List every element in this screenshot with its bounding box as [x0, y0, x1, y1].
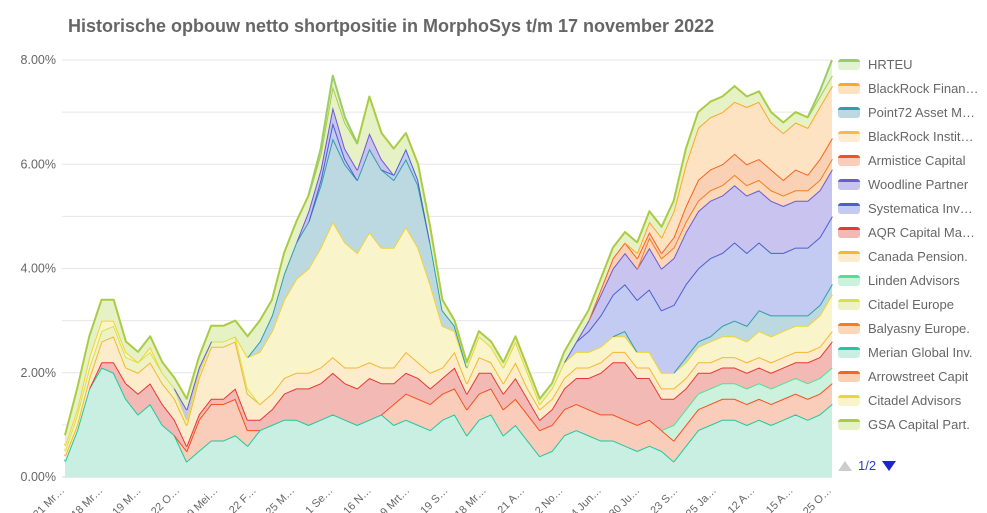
legend-swatch-icon [838, 274, 860, 286]
x-axis-label: 21 A… [495, 485, 527, 513]
legend-item-label: Linden Advisors [868, 272, 960, 288]
legend-item-label: AQR Capital Ma… [868, 224, 975, 240]
x-axis-label: 4 Jun… [569, 485, 604, 513]
legend-item-label: Arrowstreet Capit [868, 368, 969, 384]
legend-swatch-icon [838, 106, 860, 118]
legend-swatch-icon [838, 370, 860, 382]
x-axis-label: 2 No… [533, 485, 566, 513]
series-line-hrteu [307, 59, 833, 196]
chart-title: Historische opbouw netto shortpositie in… [68, 16, 715, 36]
legend-item-label: BlackRock Finan… [868, 80, 979, 96]
legend-item-label: BlackRock Instit… [868, 128, 974, 144]
x-axis-label: 12 A… [726, 485, 758, 513]
series-area-blackrock-finan- [65, 86, 832, 446]
y-axis-label: 0.00% [21, 470, 56, 484]
legend: HRTEU BlackRock Finan… Point72 Asset M… Bla… [838, 56, 986, 432]
x-axis-label: 25 O… [801, 485, 834, 513]
legend-item-label: Citadel Europe [868, 296, 954, 312]
x-axis-label: 23 S… [648, 485, 680, 513]
x-axis-label: 9 Mrt… [378, 485, 412, 513]
legend-swatch-icon [838, 58, 860, 70]
x-axis-label: 21 Mr… [31, 485, 67, 513]
legend-item-label: Citadel Advisors [868, 392, 962, 408]
legend-item[interactable]: HRTEU [838, 56, 986, 72]
legend-item-label: Balyasny Europe. [868, 320, 970, 336]
series-area-aqr-capital-ma- [65, 341, 832, 462]
x-axis-label: 22 O… [149, 485, 182, 513]
series-area-woodline-partner [65, 106, 832, 446]
legend-swatch-icon [838, 154, 860, 166]
legend-item[interactable]: Arrowstreet Capit [838, 368, 986, 384]
legend-item[interactable]: Point72 Asset M… [838, 104, 986, 120]
legend-item[interactable]: BlackRock Finan… [838, 80, 986, 96]
legend-swatch-icon [838, 322, 860, 334]
legend-swatch-icon [838, 250, 860, 262]
x-axis-label: 30 Ju… [607, 485, 642, 513]
legend-item[interactable]: BlackRock Instit… [838, 128, 986, 144]
legend-swatch-icon [838, 178, 860, 190]
legend-swatch-icon [838, 346, 860, 358]
y-axis-label: 4.00% [21, 262, 56, 276]
series-area-canada-pension- [65, 331, 832, 462]
legend-page-up-icon[interactable] [838, 460, 852, 471]
series-line-gsa-capital-part- [64, 75, 833, 436]
legend-page-label: 1/2 [858, 458, 877, 473]
x-axis-label: 22 F… [227, 485, 259, 513]
legend-swatch-icon [838, 202, 860, 214]
legend-item[interactable]: Armistice Capital [838, 152, 986, 168]
series-area-citadel-advisors [65, 221, 832, 451]
legend-item-label: Point72 Asset M… [868, 104, 975, 120]
x-axis-label: 19 M… [110, 485, 144, 513]
legend-item-label: Systematica Inv… [868, 200, 973, 216]
legend-item-label: Canada Pension. [868, 248, 968, 264]
legend-item[interactable]: GSA Capital Part. [838, 416, 986, 432]
legend-item[interactable]: AQR Capital Ma… [838, 224, 986, 240]
legend-page-down-icon[interactable] [882, 460, 897, 471]
y-axis-label: 8.00% [21, 53, 56, 67]
legend-swatch-icon [838, 298, 860, 310]
x-axis-label: 9 Mei… [185, 485, 220, 513]
legend-item-label: Woodline Partner [868, 176, 969, 192]
legend-item[interactable]: Canada Pension. [838, 248, 986, 264]
legend-swatch-icon [838, 418, 860, 430]
legend-swatch-icon [838, 130, 860, 142]
legend-item[interactable]: Linden Advisors [838, 272, 986, 288]
x-axis-label: 18 Mr… [453, 485, 489, 513]
y-axis-label: 2.00% [21, 366, 56, 380]
legend-pagination: 1/2 [838, 458, 897, 473]
x-axis-label: 19 S… [418, 485, 450, 513]
legend-item[interactable]: Citadel Europe [838, 296, 986, 312]
legend-item[interactable]: Woodline Partner [838, 176, 986, 192]
legend-item[interactable]: Citadel Advisors [838, 392, 986, 408]
x-axis-label: 18 Mr… [69, 485, 105, 513]
legend-item-label: Armistice Capital [868, 152, 966, 168]
x-axis-label: 1 Se… [303, 485, 335, 513]
legend-swatch-icon [838, 226, 860, 238]
legend-item[interactable]: Systematica Inv… [838, 200, 986, 216]
series-line-blackrock-finan- [624, 85, 833, 254]
y-axis-label: 6.00% [21, 157, 56, 171]
legend-item-label: HRTEU [868, 56, 913, 72]
series-area-armistice-capital [65, 367, 832, 462]
legend-swatch-icon [838, 82, 860, 94]
legend-swatch-icon [838, 394, 860, 406]
legend-item[interactable]: Merian Global Inv. [838, 344, 986, 360]
x-axis-label: 25 M… [264, 485, 298, 513]
legend-item[interactable]: Balyasny Europe. [838, 320, 986, 336]
legend-item-label: Merian Global Inv. [868, 344, 973, 360]
x-axis-label: 16 N… [341, 485, 374, 513]
legend-item-label: GSA Capital Part. [868, 416, 970, 432]
x-axis-label: 15 A… [764, 485, 796, 513]
x-axis-label: 25 Ja… [684, 485, 719, 513]
